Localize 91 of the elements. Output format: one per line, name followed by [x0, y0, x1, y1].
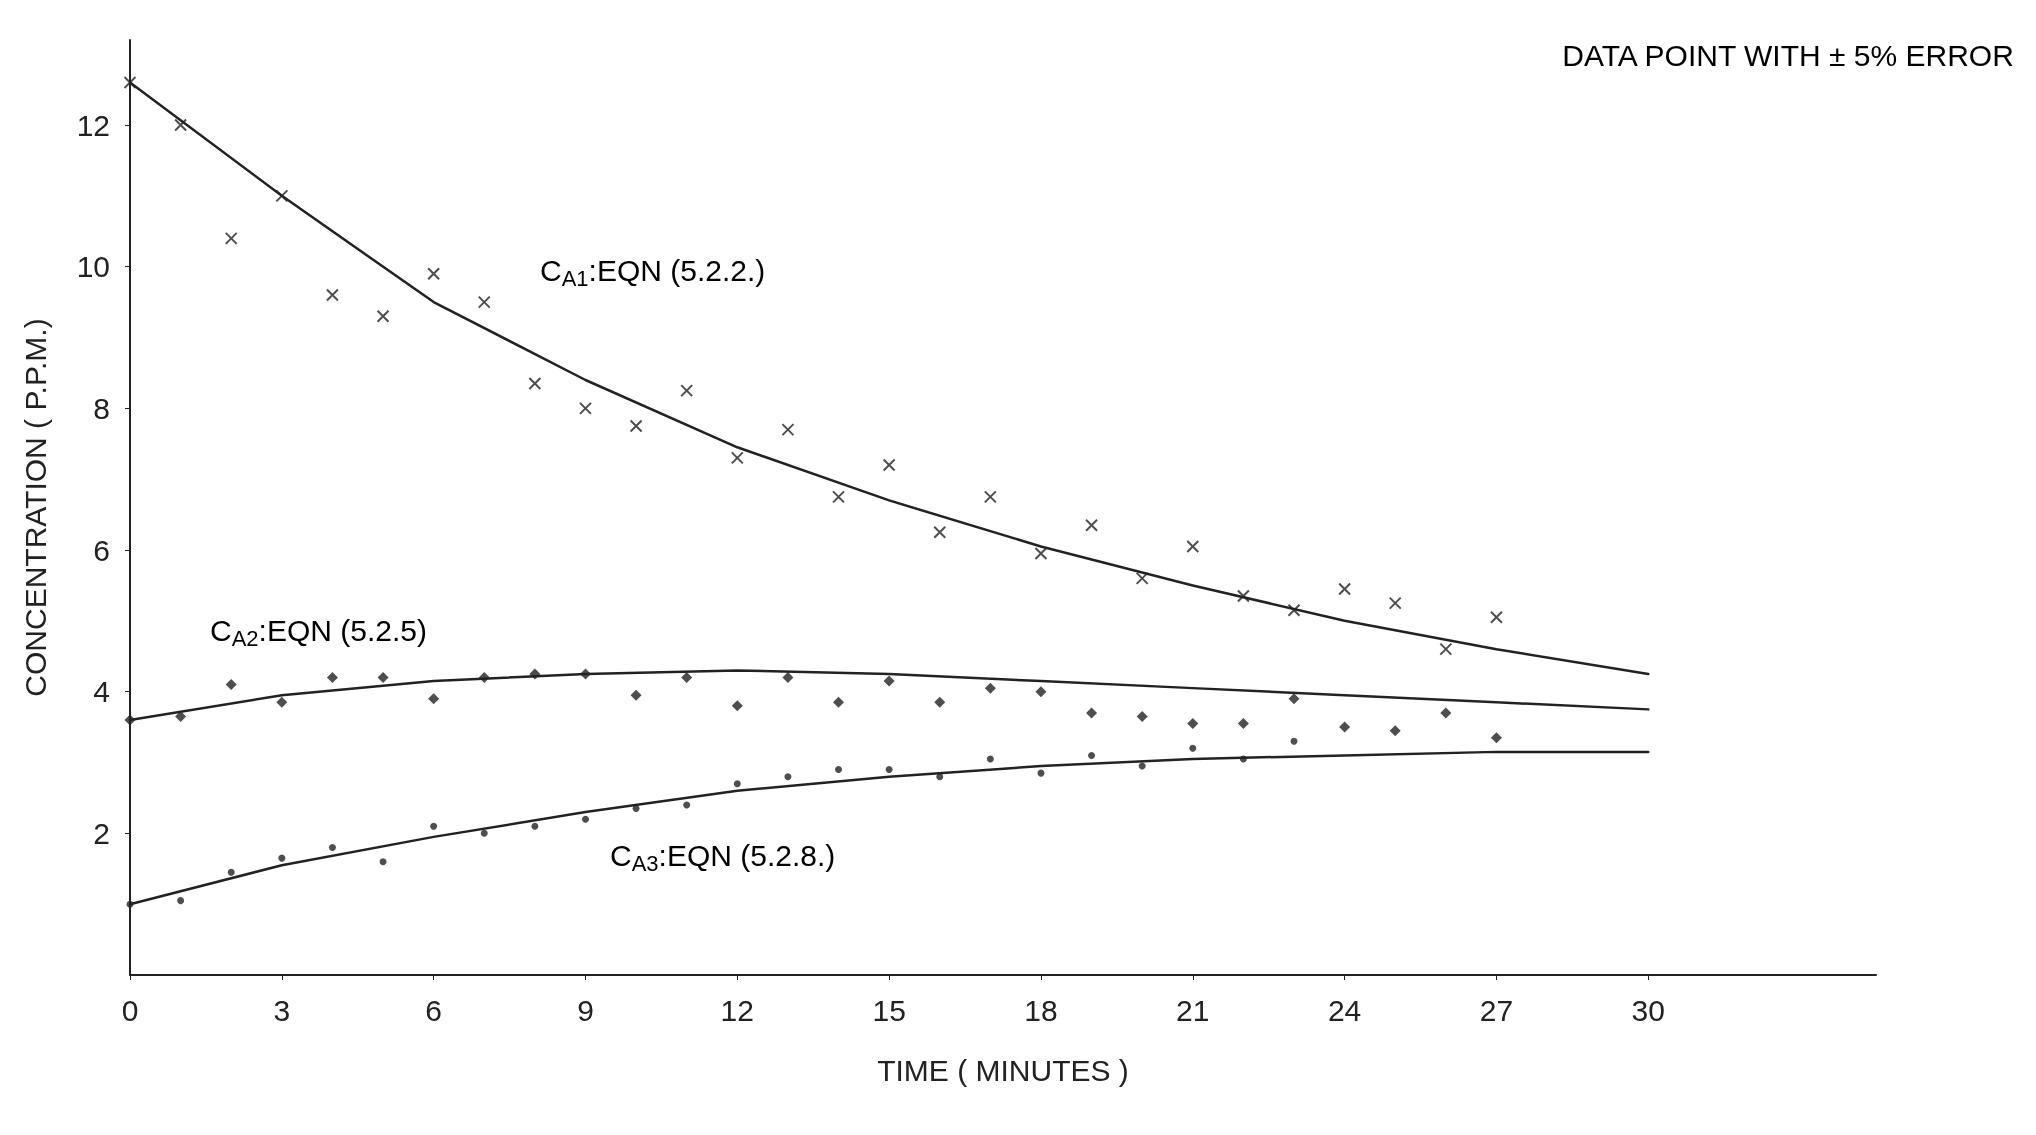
point [1490, 732, 1502, 744]
point [224, 231, 238, 245]
point [1086, 707, 1098, 719]
point [1189, 744, 1197, 752]
point [781, 423, 795, 437]
point [681, 672, 693, 683]
x-tick-label: 21 [1176, 993, 1210, 1027]
point [1034, 547, 1048, 561]
y-tick-label: 8 [93, 391, 110, 425]
point [531, 822, 539, 830]
point [832, 490, 846, 504]
point [1388, 596, 1402, 610]
point [1035, 686, 1047, 698]
point [986, 755, 994, 763]
point [984, 682, 996, 694]
point [376, 309, 390, 323]
point [1339, 721, 1351, 733]
point [730, 451, 744, 465]
point [430, 822, 438, 830]
point [630, 689, 642, 701]
point [326, 672, 338, 683]
point [882, 458, 896, 472]
x-tick-label: 6 [425, 993, 442, 1027]
point [983, 490, 997, 504]
point [733, 780, 741, 788]
point [683, 801, 691, 809]
point [377, 672, 389, 683]
point [1136, 710, 1148, 722]
point [934, 696, 946, 708]
point [578, 401, 592, 415]
point [782, 672, 794, 683]
point [731, 700, 743, 712]
point [276, 696, 288, 708]
annotation: DATA POINT WITH ± 5% ERROR [1562, 38, 2014, 72]
point [275, 189, 289, 203]
y-tick-label: 4 [93, 675, 110, 709]
point [835, 766, 843, 774]
x-tick-label: 12 [720, 993, 754, 1027]
point [1138, 762, 1146, 770]
point [885, 766, 893, 774]
x-tick-label: 0 [121, 993, 139, 1027]
point [581, 815, 589, 823]
point [325, 288, 339, 302]
x-tick-label: 3 [273, 993, 291, 1027]
x-tick-label: 18 [1024, 993, 1058, 1027]
point [680, 384, 694, 398]
point [177, 897, 185, 905]
point [1439, 642, 1453, 656]
x-tick-label: 24 [1327, 993, 1362, 1027]
point [833, 696, 845, 708]
point [629, 419, 643, 433]
point [477, 295, 491, 309]
point [784, 773, 792, 781]
point [428, 693, 440, 705]
y-tick-label: 12 [76, 108, 110, 142]
point [1287, 603, 1301, 617]
point [379, 858, 387, 866]
point [227, 868, 235, 876]
point [480, 829, 488, 837]
point [278, 854, 286, 862]
point [174, 118, 188, 132]
x-tick-label: 9 [577, 993, 594, 1027]
y-tick-label: 2 [93, 816, 110, 850]
point [1088, 751, 1096, 759]
x-tick-label: 30 [1631, 993, 1665, 1027]
x-tick-label: 15 [872, 993, 906, 1027]
point [1440, 707, 1452, 719]
point [123, 76, 137, 89]
point [1489, 610, 1503, 624]
point [933, 525, 947, 539]
point [225, 679, 237, 691]
y-tick-label: 10 [76, 250, 110, 284]
point [1187, 718, 1199, 730]
y-tick-label: 6 [93, 533, 110, 567]
point [1135, 571, 1149, 585]
point [1236, 589, 1250, 603]
point [528, 377, 542, 391]
point [328, 844, 336, 851]
line-series [128, 750, 1650, 906]
point [1237, 718, 1249, 730]
point [1288, 693, 1300, 705]
point [1389, 725, 1401, 737]
x-tick-label: 27 [1479, 993, 1514, 1027]
point [1186, 539, 1200, 553]
point [1290, 737, 1298, 745]
y-axis-title: CONCENTRATION ( P.P.M.) [18, 318, 52, 697]
point [1085, 518, 1099, 532]
point [883, 675, 895, 687]
x-axis-title: TIME ( MINUTES ) [877, 1053, 1129, 1087]
point [1338, 582, 1352, 596]
point [427, 267, 441, 281]
